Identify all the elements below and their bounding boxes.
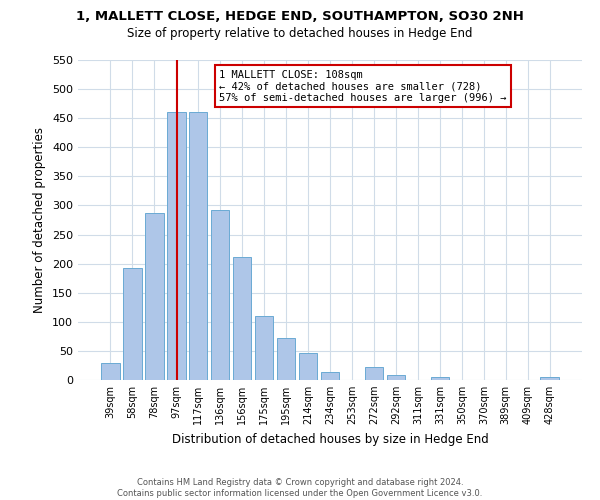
Bar (541, 377, 559, 380)
Text: 1 MALLETT CLOSE: 108sqm
← 42% of detached houses are smaller (728)
57% of semi-d: 1 MALLETT CLOSE: 108sqm ← 42% of detache… (219, 70, 506, 103)
Bar (167, 112, 185, 380)
Bar (211, 210, 229, 380)
Bar (189, 112, 208, 380)
Bar (365, 366, 383, 380)
Text: Size of property relative to detached houses in Hedge End: Size of property relative to detached ho… (127, 28, 473, 40)
Text: 1, MALLETT CLOSE, HEDGE END, SOUTHAMPTON, SO30 2NH: 1, MALLETT CLOSE, HEDGE END, SOUTHAMPTON… (76, 10, 524, 23)
Bar (277, 338, 295, 380)
Y-axis label: Number of detached properties: Number of detached properties (34, 127, 46, 313)
Bar (386, 376, 405, 380)
Bar (431, 377, 449, 380)
Bar (233, 256, 251, 380)
Bar (320, 372, 340, 380)
Text: Contains HM Land Registry data © Crown copyright and database right 2024.
Contai: Contains HM Land Registry data © Crown c… (118, 478, 482, 498)
Bar (101, 362, 119, 380)
Bar (145, 213, 164, 380)
Bar (299, 353, 317, 380)
Bar (255, 316, 274, 380)
X-axis label: Distribution of detached houses by size in Hedge End: Distribution of detached houses by size … (172, 432, 488, 446)
Bar (123, 268, 142, 380)
